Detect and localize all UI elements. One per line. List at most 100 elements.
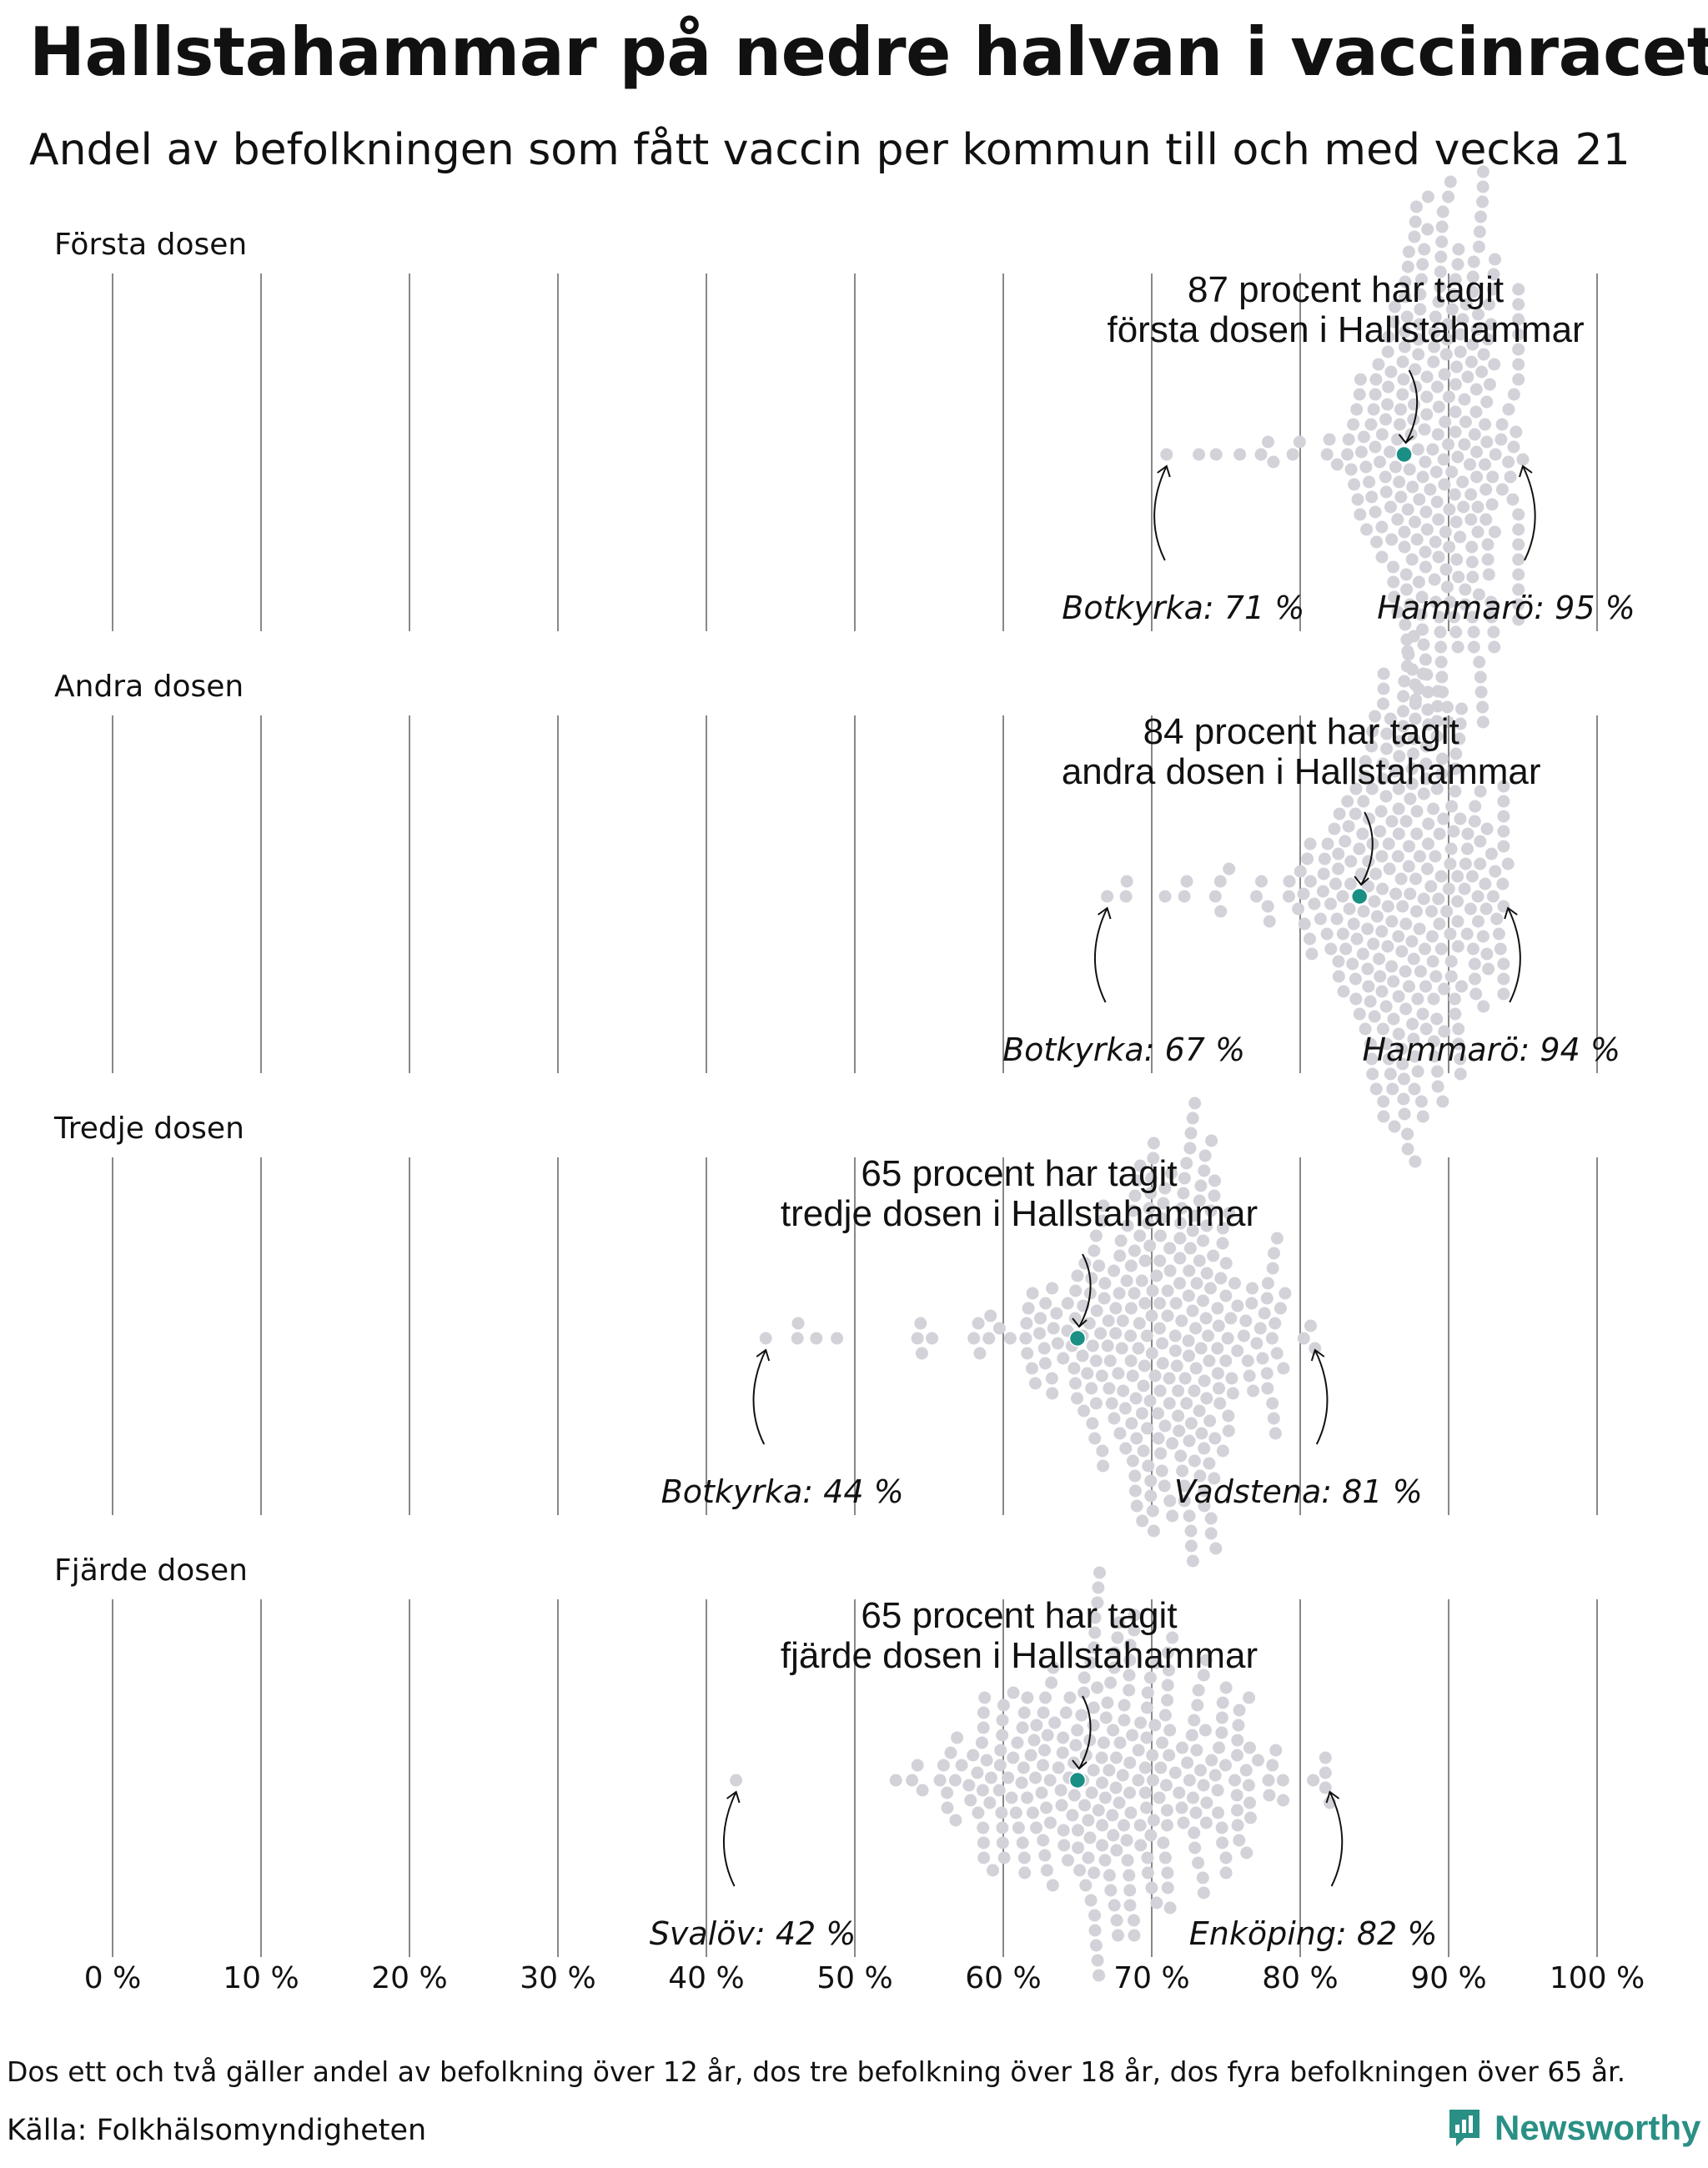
municipality-dot	[1476, 165, 1489, 178]
municipality-dot	[1469, 800, 1482, 813]
municipality-dot	[911, 1332, 924, 1345]
municipality-dot	[1260, 1367, 1273, 1380]
municipality-dot	[1199, 1312, 1213, 1325]
municipality-dot	[982, 1332, 996, 1345]
municipality-dot	[1203, 1457, 1216, 1470]
municipality-dot	[1039, 1297, 1052, 1310]
municipality-dot	[1144, 1489, 1158, 1503]
municipality-dot	[1116, 1769, 1129, 1782]
municipality-dot	[1160, 1779, 1173, 1792]
municipality-dot	[1332, 862, 1345, 876]
municipality-dot	[1088, 1432, 1102, 1445]
municipality-dot	[1170, 1359, 1183, 1373]
municipality-dot	[1186, 1304, 1199, 1317]
municipality-dot	[964, 1794, 977, 1807]
municipality-dot	[1020, 1317, 1033, 1330]
municipality-dot	[994, 1744, 1007, 1757]
municipality-dot	[1401, 260, 1414, 274]
municipality-dot	[831, 1332, 844, 1345]
municipality-dot	[1388, 1120, 1401, 1133]
municipality-dot	[1073, 1864, 1087, 1877]
municipality-dot	[1212, 1806, 1225, 1819]
municipality-dot	[944, 1746, 957, 1759]
municipality-dot	[1148, 1369, 1162, 1383]
municipality-dot	[1212, 1319, 1225, 1332]
municipality-dot	[1394, 418, 1406, 431]
municipality-dot	[1319, 1751, 1332, 1764]
municipality-dot	[1056, 1746, 1069, 1759]
municipality-dot	[1046, 1282, 1059, 1295]
municipality-dot	[1476, 195, 1489, 208]
municipality-dot	[1268, 1427, 1282, 1440]
municipality-dot	[1033, 1327, 1046, 1340]
municipality-dot	[1387, 975, 1400, 988]
municipality-dot	[1083, 1831, 1097, 1844]
municipality-dot	[1124, 1354, 1138, 1368]
municipality-dot	[1388, 590, 1401, 604]
municipality-dot	[1374, 455, 1386, 469]
municipality-dot	[1507, 388, 1520, 401]
municipality-dot	[1154, 1447, 1168, 1460]
municipality-dot	[1439, 415, 1452, 429]
municipality-dot	[1432, 550, 1445, 564]
municipality-dot	[1384, 365, 1398, 379]
municipality-dot	[1094, 1327, 1108, 1340]
x-tick-label: 60 %	[965, 1961, 1041, 1995]
municipality-dot	[1512, 358, 1525, 371]
municipality-dot	[1467, 640, 1480, 654]
municipality-dot	[1373, 952, 1385, 966]
municipality-dot	[1458, 393, 1471, 406]
municipality-dot	[1445, 800, 1459, 813]
municipality-dot	[1183, 1349, 1195, 1363]
municipality-dot	[1512, 328, 1525, 341]
municipality-dot	[1304, 932, 1316, 946]
municipality-dot	[1479, 483, 1493, 496]
municipality-dot	[1153, 1229, 1167, 1242]
municipality-dot	[1443, 503, 1456, 516]
municipality-dot	[1183, 1242, 1197, 1255]
municipality-dot	[1253, 1322, 1267, 1335]
municipality-dot	[1057, 1731, 1070, 1744]
municipality-dot	[1457, 500, 1470, 514]
municipality-dot	[1039, 1691, 1052, 1704]
municipality-dot	[1069, 1284, 1083, 1297]
municipality-dot	[1448, 488, 1461, 501]
municipality-dot	[1232, 1719, 1245, 1732]
municipality-dot	[1209, 1542, 1223, 1555]
municipality-dot	[1444, 842, 1458, 856]
municipality-dot	[1389, 460, 1402, 474]
municipality-dot	[1474, 210, 1487, 223]
municipality-dot	[1118, 1402, 1132, 1415]
min-arrow	[1153, 465, 1168, 561]
municipality-dot	[1489, 253, 1501, 266]
municipality-dot	[1399, 618, 1412, 631]
municipality-dot	[1408, 398, 1420, 411]
municipality-dot	[1464, 513, 1478, 526]
municipality-dot	[1308, 897, 1321, 911]
municipality-dot	[1436, 205, 1449, 218]
panel-label: Första dosen	[54, 228, 247, 262]
municipality-dot	[1222, 1409, 1235, 1423]
municipality-dot	[1392, 990, 1405, 1003]
municipality-dot	[1205, 1754, 1218, 1767]
municipality-dot	[1160, 448, 1173, 461]
municipality-dot	[1451, 940, 1464, 953]
municipality-dot	[1127, 1204, 1139, 1217]
municipality-dot	[1182, 1289, 1195, 1302]
max-arrow	[1329, 1791, 1344, 1887]
municipality-dot	[1429, 970, 1443, 983]
municipality-dot	[1213, 1382, 1225, 1395]
municipality-dot	[1416, 258, 1429, 271]
municipality-dot	[1161, 1309, 1174, 1322]
municipality-dot	[1029, 1771, 1042, 1784]
municipality-dot	[1385, 533, 1399, 546]
municipality-dot	[1474, 857, 1487, 871]
municipality-dot	[1442, 390, 1455, 404]
municipality-dot	[1480, 395, 1494, 409]
municipality-dot	[1016, 1836, 1029, 1849]
municipality-dot	[1425, 930, 1439, 943]
municipality-dot	[1341, 795, 1354, 808]
municipality-dot	[1163, 1724, 1177, 1737]
municipality-dot	[1432, 513, 1445, 526]
